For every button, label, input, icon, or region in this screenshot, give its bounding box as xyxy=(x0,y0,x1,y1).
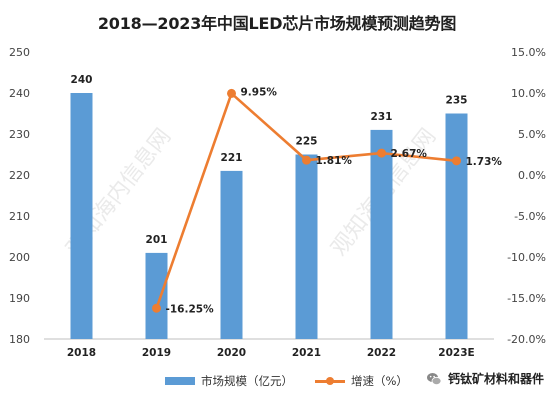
bar xyxy=(445,113,468,339)
y-right-tick-label: 15.0% xyxy=(511,46,546,59)
bar-value-label: 231 xyxy=(371,111,393,123)
growth-point xyxy=(227,88,236,98)
x-tick-label: 2020 xyxy=(217,347,246,359)
bar-value-label: 201 xyxy=(146,234,168,246)
y-left-tick-label: 250 xyxy=(9,46,30,59)
bar-value-label: 225 xyxy=(296,136,318,148)
y-right-tick-label: -20.0% xyxy=(507,333,546,346)
y-right-tick-label: -15.0% xyxy=(507,292,546,305)
bar xyxy=(220,170,243,339)
growth-point xyxy=(152,303,161,313)
legend-line-swatch xyxy=(315,376,345,385)
legend-label-bar: 市场规模（亿元） xyxy=(201,374,293,388)
legend-item-bar: 市场规模（亿元） xyxy=(165,373,293,389)
brand-text: 钙钛矿材料和器件 xyxy=(447,372,544,386)
growth-point-label: 9.95% xyxy=(241,86,278,98)
legend: 市场规模（亿元） 增速（%） xyxy=(165,373,430,389)
x-tick-label: 2021 xyxy=(292,347,321,359)
y-left-tick-label: 210 xyxy=(9,210,30,223)
y-right-tick-label: -5.0% xyxy=(514,210,546,223)
growth-point-label: 1.73% xyxy=(466,156,503,168)
legend-label-line: 增速（%） xyxy=(351,374,408,388)
bar-value-label: 221 xyxy=(221,152,243,164)
y-left-tick-label: 180 xyxy=(9,333,30,346)
x-tick-label: 2018 xyxy=(67,347,96,359)
wechat-icon xyxy=(426,372,442,385)
y-right-tick-label: 10.0% xyxy=(511,87,546,100)
brand: 钙钛矿材料和器件 xyxy=(426,370,544,387)
chart-title: 2018—2023年中国LED芯片市场规模预测趋势图 xyxy=(97,14,457,33)
growth-point-label: 2.67% xyxy=(391,148,428,160)
bar-value-label: 235 xyxy=(446,95,468,107)
y-left-tick-label: 200 xyxy=(9,251,30,264)
y-left-tick-label: 240 xyxy=(9,87,30,100)
y-right-tick-label: -10.0% xyxy=(507,251,546,264)
legend-bar-swatch xyxy=(165,377,195,385)
growth-point xyxy=(452,156,461,166)
y-left-tick-label: 220 xyxy=(9,169,30,182)
bar xyxy=(295,154,318,339)
y-left-tick-label: 230 xyxy=(9,128,30,141)
bar xyxy=(70,93,93,339)
x-tick-label: 2022 xyxy=(367,347,396,359)
growth-point-label: -16.25% xyxy=(166,303,215,315)
growth-point xyxy=(302,155,311,165)
bar-value-label: 240 xyxy=(71,74,93,86)
bar xyxy=(145,252,168,339)
legend-item-line: 增速（%） xyxy=(315,373,408,389)
y-right-tick-label: 5.0% xyxy=(518,128,546,141)
x-tick-label: 2023E xyxy=(438,347,474,359)
y-left-tick-label: 190 xyxy=(9,292,30,305)
y-right-tick-label: 0.0% xyxy=(518,169,546,182)
growth-point-label: 1.81% xyxy=(316,155,353,167)
bar xyxy=(370,129,393,339)
x-tick-label: 2019 xyxy=(142,347,171,359)
growth-point xyxy=(377,148,386,158)
